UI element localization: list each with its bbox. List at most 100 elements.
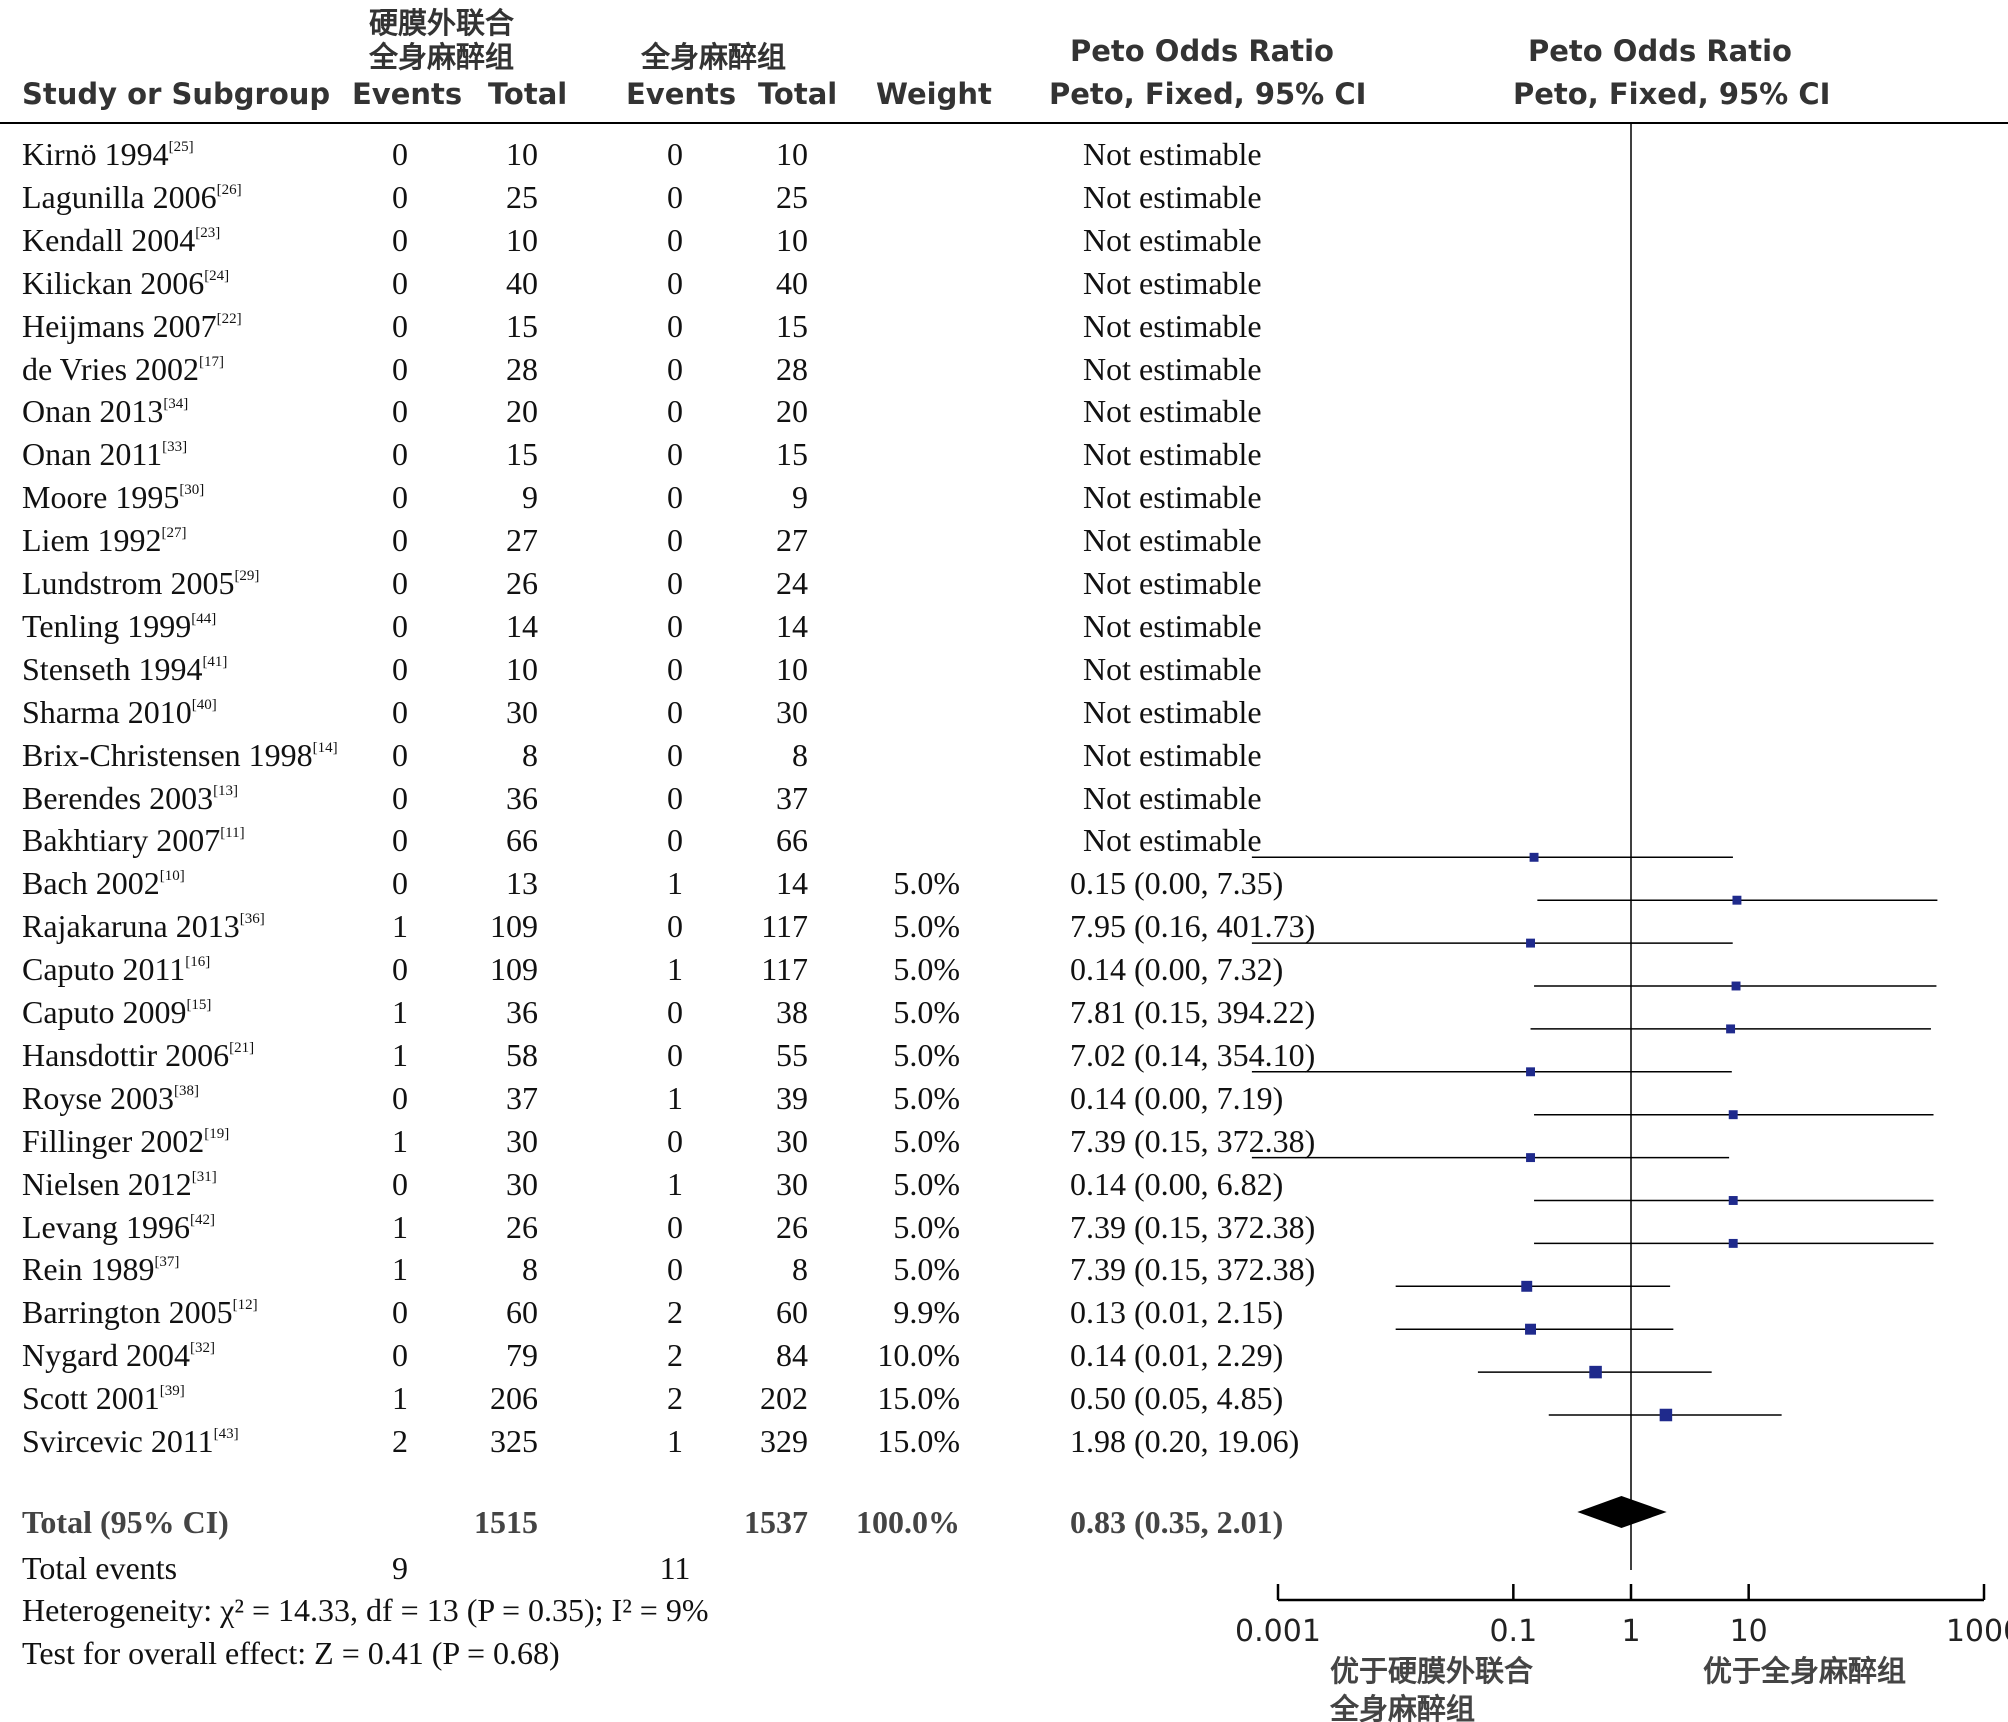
effect-marker (1526, 1067, 1535, 1077)
study-name-cell: Kirnö 1994[25] (22, 138, 194, 170)
events-group1: 0 (392, 565, 408, 601)
study-name-cell: Caputo 2009[15] (22, 996, 211, 1028)
total-group2: 28 (776, 350, 808, 387)
study-reference: [30] (179, 482, 205, 499)
x-tick-label: 1 (1621, 1614, 1641, 1649)
study-name-cell: Lagunilla 2006[26] (22, 181, 242, 213)
events-group2: 0 (667, 522, 683, 559)
total-group1: 206 (490, 1380, 538, 1417)
study-name-cell: Kendall 2004[23] (22, 224, 220, 256)
study-name: Kilickan 2006 (22, 264, 205, 301)
total-group2: 30 (776, 1122, 808, 1159)
odds-ratio-ci: 0.50 (0.05, 4.85) (1070, 1380, 1284, 1417)
odds-ratio-ci: Not estimable (1083, 522, 1262, 559)
plot-column-method: Peto, Fixed, 95% CI (1513, 77, 1831, 111)
events-group2: 0 (667, 350, 683, 387)
events-group2: 0 (667, 1208, 683, 1245)
weight-value: 5.0% (893, 908, 960, 945)
total-group2: 10 (776, 221, 808, 258)
total-group1: 30 (506, 1165, 538, 1202)
events-group2: 0 (667, 994, 683, 1030)
events-group1: 0 (392, 1079, 408, 1116)
events1-header: Events (352, 77, 463, 111)
effect-marker (1731, 981, 1741, 991)
odds-ratio-ci: Not estimable (1083, 822, 1262, 859)
total-group1: 40 (506, 264, 538, 301)
effect-marker (1526, 938, 1535, 948)
study-reference: [27] (161, 525, 187, 542)
events-group2: 0 (667, 822, 683, 859)
total-group1: 10 (506, 136, 538, 172)
events-group1: 0 (392, 479, 408, 516)
events-group2: 0 (667, 693, 683, 730)
total-group2: 117 (761, 908, 808, 945)
events-group2: 1 (667, 1165, 683, 1202)
events-group1: 0 (392, 221, 408, 258)
total-group1: 20 (506, 393, 538, 430)
weight-value: 5.0% (893, 1122, 960, 1159)
study-reference: [12] (232, 1297, 258, 1314)
study-name-cell: Sharma 2010[40] (22, 696, 217, 728)
study-name: Bakhtiary 2007 (22, 822, 221, 859)
odds-ratio-ci: 0.15 (0.00, 7.35) (1070, 865, 1284, 902)
study-name-cell: Heijmans 2007[22] (22, 310, 242, 342)
study-reference: [14] (312, 739, 338, 756)
events-group2: 0 (667, 779, 683, 816)
study-column-header: Study or Subgroup (22, 77, 331, 111)
odds-ratio-ci: 0.14 (0.01, 2.29) (1070, 1337, 1284, 1374)
events-group1: 0 (392, 178, 408, 215)
study-name: Stenseth 1994 (22, 650, 203, 687)
total-group1: 109 (490, 908, 538, 945)
study-name-cell: Nygard 2004[32] (22, 1339, 215, 1371)
study-name: Barrington 2005 (22, 1294, 233, 1331)
effect-marker (1728, 1238, 1738, 1248)
events-group2: 0 (667, 908, 683, 945)
odds-ratio-ci: 7.39 (0.15, 372.38) (1070, 1122, 1316, 1159)
odds-ratio-ci: 0.14 (0.00, 7.19) (1070, 1079, 1284, 1116)
x-tick-label: 0.001 (1235, 1614, 1321, 1649)
weight-value: 15.0% (877, 1423, 960, 1459)
events-group2: 0 (667, 221, 683, 258)
total-group2: 9 (792, 479, 808, 516)
study-reference: [15] (186, 997, 212, 1013)
total-group2: 30 (776, 693, 808, 730)
total-group1: 28 (506, 350, 538, 387)
study-reference: [19] (204, 1125, 230, 1142)
odds-ratio-ci: Not estimable (1083, 221, 1262, 258)
total-group1: 30 (506, 1122, 538, 1159)
total-group2: 15 (776, 307, 808, 344)
total-group1: 1515 (474, 1504, 538, 1540)
study-name-cell: Rein 1989[37] (22, 1253, 179, 1285)
total-group1: 25 (506, 178, 538, 215)
total-group2: 117 (761, 951, 808, 988)
total-group2: 39 (776, 1079, 808, 1116)
events-group2: 0 (667, 393, 683, 430)
odds-ratio-ci: 1.98 (0.20, 19.06) (1070, 1423, 1300, 1459)
study-name: Scott 2001 (22, 1380, 160, 1417)
events-group1: 1 (392, 1380, 408, 1417)
study-name-cell: Brix-Christensen 1998[14] (22, 739, 338, 771)
total-weight: 100.0% (856, 1504, 960, 1540)
total-group1: 8 (522, 736, 538, 773)
study-reference: [24] (204, 267, 230, 284)
study-name-cell: Bach 2002[10] (22, 867, 185, 899)
effect-marker (1726, 1024, 1736, 1034)
total-group2: 84 (776, 1337, 808, 1374)
events-group2: 2 (667, 1380, 683, 1417)
events-group2: 0 (667, 436, 683, 473)
odds-ratio-ci: 0.14 (0.00, 6.82) (1070, 1165, 1284, 1202)
odds-ratio-ci: 7.95 (0.16, 401.73) (1070, 908, 1316, 945)
total-label: Total (95% CI) (22, 1504, 229, 1540)
events-group2: 1 (667, 865, 683, 902)
events-group1: 0 (392, 1294, 408, 1331)
events-group2: 2 (667, 1294, 683, 1331)
study-reference: [41] (202, 653, 228, 670)
study-name: Heijmans 2007 (22, 307, 217, 344)
odds-ratio-ci: Not estimable (1083, 650, 1262, 687)
effect-marker (1732, 895, 1742, 905)
effect-marker (1589, 1365, 1602, 1379)
odds-ratio-ci: Not estimable (1083, 736, 1262, 773)
study-name-cell: Royse 2003[38] (22, 1082, 199, 1114)
odds-ratio-ci: 7.39 (0.15, 372.38) (1070, 1208, 1316, 1245)
total-group1: 26 (506, 1208, 538, 1245)
